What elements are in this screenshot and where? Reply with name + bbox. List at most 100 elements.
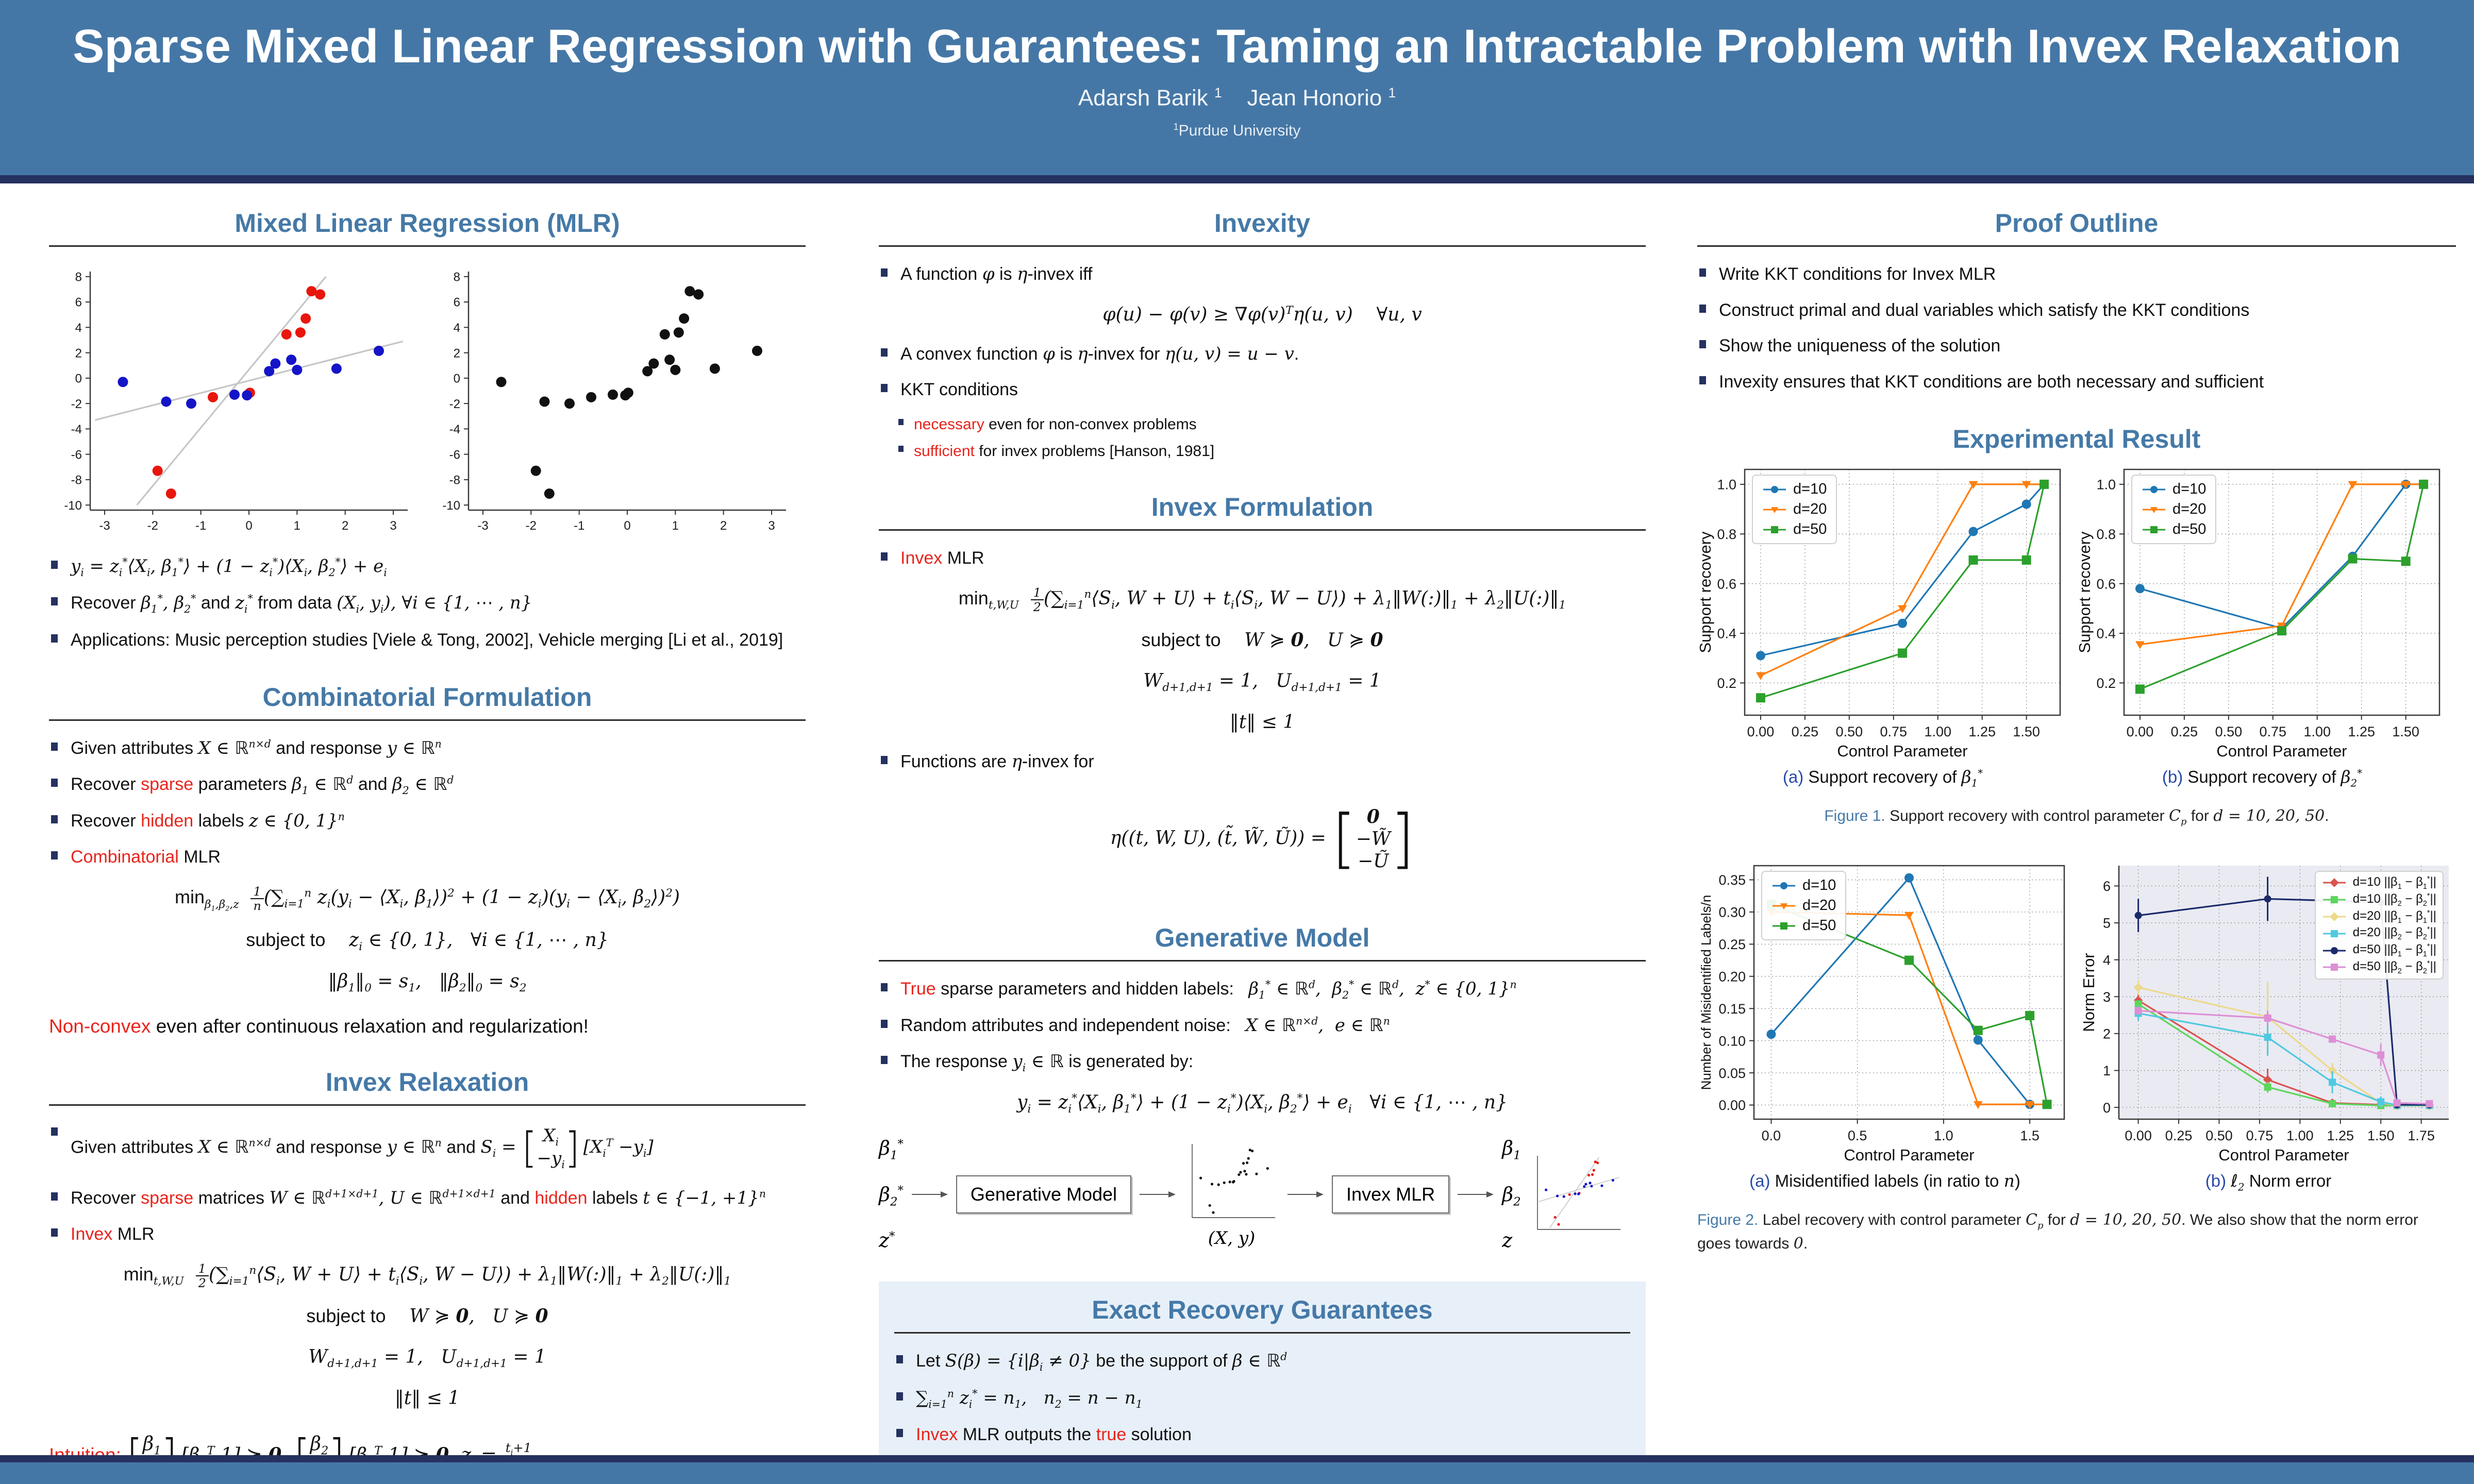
legend-label: d=50 ||β2 − β2*|| [2352, 959, 2436, 975]
bullet: Recover sparse matrices W ∈ ℝd+1×d+1, U … [49, 1186, 806, 1211]
diagram-input-label: β1* [879, 1137, 904, 1162]
mini-scatter-unlabeled-canvas [1192, 1144, 1276, 1218]
generative-model-bullet-list: True sparse parameters and hidden labels… [879, 977, 1646, 1075]
combinatorial-constraint-1: subject to zi ∈ {0, 1}, ∀i ∈ {1, ⋯ , n} [246, 929, 609, 953]
legend-label: d=20 [2172, 501, 2206, 518]
svg-text:4: 4 [454, 321, 460, 335]
figure1b-canvas: 0.00 0.25 0.50 0.75 1.00 1.25 1.50 0.2 0.4 0.6 0.8… [2077, 469, 2440, 760]
section-exact-recovery: Exact Recovery Guarantees Let S(β) = {i|… [879, 1281, 1646, 1484]
chart-legend: d=10 d=20 d=50 [2131, 475, 2217, 545]
figure1a-chart: 0.00 0.25 0.50 0.75 1.00 1.25 1.50 0.2 0.4 0.6 0.8… [1697, 461, 2068, 763]
poster-header: Sparse Mixed Linear Regression with Guar… [0, 0, 2474, 175]
legend-label: d=20 [1793, 501, 1827, 518]
figure1a-caption: (a) Support recovery of β1* [1782, 767, 1983, 789]
figure2b-chart: 0.00 0.25 0.50 0.75 1.00 1.25 1.50 1.75 0 1 2 3 4 5 6 C… [2081, 857, 2456, 1167]
section-title-generative-model: Generative Model [1155, 923, 1370, 952]
legend-swatch-icon [1763, 526, 1786, 533]
svg-text:4: 4 [2103, 952, 2111, 968]
section-generative-model: Generative Model True sparse parameters … [879, 923, 1646, 1252]
svg-text:1.5: 1.5 [2020, 1128, 2040, 1143]
svg-text:5: 5 [2103, 916, 2111, 931]
svg-text:3: 3 [2103, 989, 2111, 1005]
figure1-caption: Figure 1. Support recovery with control … [1824, 806, 2329, 827]
svg-text:0.6: 0.6 [2096, 577, 2116, 592]
figure2b-caption: (b) ℓ2 Norm error [2205, 1171, 2332, 1193]
legend-swatch-icon [2322, 878, 2346, 888]
section-rule [49, 245, 806, 247]
svg-text:0.8: 0.8 [1717, 527, 1736, 542]
mlr-scatter-labeled: -3 -2 -1 0 1 2 3 -10 -8 -6 -4 -2 0 2 4 6 8 [49, 262, 419, 543]
svg-text:1.75: 1.75 [2408, 1128, 2435, 1143]
legend-swatch-icon [2322, 896, 2346, 904]
svg-text:0.25: 0.25 [2165, 1128, 2193, 1143]
bullet: Recover hidden labels z ∈ {0, 1}n [49, 809, 806, 834]
bullet: A function φ is η-invex iff [879, 262, 1646, 287]
legend-label: d=50 [1802, 917, 1836, 934]
legend-label: d=20 ||β1 − β1*|| [2352, 908, 2436, 925]
legend-label: d=10 [2172, 481, 2206, 498]
figure2b-wrap: 0.00 0.25 0.50 0.75 1.00 1.25 1.50 1.75 0 1 2 3 4 5 6 C… [2081, 857, 2456, 1193]
poster-affiliation: 1Purdue University [1173, 121, 1301, 139]
svg-text:Control Parameter: Control Parameter [1837, 742, 1967, 760]
header-divider [0, 175, 2474, 183]
bullet: Write KKT conditions for Invex MLR [1697, 262, 2456, 287]
invex-formulation-constraint-2: Wd+1,d+1 = 1, Ud+1,d+1 = 1 [1143, 670, 1381, 695]
figure2-row: 0.0 0.5 1.0 1.5 0.00 0.05 0.10 0.15 0.20 0.25 0.30… [1697, 857, 2456, 1193]
invex-formulation-objective: mint,W,U 1 2 (∑i=1n⟨Si, W + U⟩ + ti⟨Si, W … [958, 585, 1566, 615]
mlr-bullet-list: yi = zi*⟨Xi, β1*⟩ + (1 − zi*)⟨Xi, β2*⟩ +… [49, 554, 806, 652]
sub-bullet: necessary even for non-convex problems [896, 414, 1646, 435]
section-rule [879, 245, 1646, 247]
bullet: Show the uniqueness of the solution [1697, 334, 2456, 359]
section-proof-outline: Proof Outline Write KKT conditions for I… [1697, 208, 2456, 394]
invex-formulation-bullet-list-1: Invex MLR [879, 546, 1646, 571]
legend-item: d=20 [1762, 501, 1827, 518]
svg-text:1.25: 1.25 [2327, 1128, 2354, 1143]
svg-text:3: 3 [390, 519, 396, 533]
kkt-sub-bullet-list: necessary even for non-convex problems su… [879, 414, 1646, 462]
response-generation-eq: yi = zi*⟨Xi, β1*⟩ + (1 − zi*)⟨Xi, β2*⟩ +… [1016, 1092, 1508, 1116]
observed-data-caption: (X, y) [1208, 1228, 1256, 1249]
section-mlr: Mixed Linear Regression (MLR) -3 -2 -1 0 1 2 3… [49, 208, 806, 652]
svg-text:0.00: 0.00 [2125, 1128, 2152, 1143]
invex-constraint-1: subject to W ≽ 0, U ≽ 0 [306, 1305, 548, 1327]
legend-item: d=50 [1771, 917, 1836, 934]
legend-swatch-icon [2322, 947, 2346, 954]
svg-text:Support recovery: Support recovery [1697, 531, 1714, 653]
svg-text:0.25: 0.25 [2171, 724, 2198, 739]
eta-vector-eq: η((t, W, U), (t̃, W̃, Ũ)) = [0 −W̃ −Ũ] [1110, 801, 1415, 876]
diagram-input-stack: β1* β2* z* [879, 1137, 904, 1252]
section-rule [49, 1104, 806, 1106]
svg-text:-3: -3 [99, 519, 110, 533]
svg-text:-4: -4 [71, 423, 82, 436]
legend-swatch-icon [2322, 964, 2346, 971]
figure2-caption: Figure 2. Label recovery with control pa… [1697, 1210, 2418, 1253]
section-experimental-result: Experimental Result 0.00 0.25 0.50 0.75 1.00… [1697, 424, 2456, 1255]
legend-item: d=20 ||β1 − β1*|| [2322, 908, 2436, 925]
bullet: Invexity ensures that KKT conditions are… [1697, 370, 2456, 395]
svg-text:-3: -3 [477, 519, 488, 533]
svg-text:Control Parameter: Control Parameter [1844, 1146, 1974, 1164]
poster-authors: Adarsh Barik 1 Jean Honorio 1 [1078, 85, 1396, 111]
section-title-exact-recovery: Exact Recovery Guarantees [1092, 1295, 1433, 1325]
bullet: yi = zi*⟨Xi, β1*⟩ + (1 − zi*)⟨Xi, β2*⟩ +… [49, 554, 806, 580]
svg-text:1.50: 1.50 [2013, 724, 2040, 739]
svg-text:Norm Error: Norm Error [2081, 953, 2098, 1032]
svg-text:0.00: 0.00 [2127, 724, 2154, 739]
invex-mlr-box: Invex MLR [1332, 1175, 1450, 1213]
legend-swatch-icon [1773, 903, 1795, 909]
combinatorial-bullet-list: Given attributes X ∈ ℝn×d and response y… [49, 736, 806, 869]
invexity-definition-eq: φ(u) − φ(v) ≥ ∇φ(v)Tη(u, v) ∀u, v [1102, 303, 1422, 325]
svg-text:-2: -2 [71, 397, 82, 411]
svg-text:0.50: 0.50 [2215, 724, 2243, 739]
diagram-output-label: z [1502, 1229, 1513, 1252]
invex-formulation-bullet-list-2: Functions are η-invex for [879, 750, 1646, 774]
svg-text:-8: -8 [71, 474, 82, 487]
svg-text:0.8: 0.8 [2096, 527, 2116, 542]
figure1-row: 0.00 0.25 0.50 0.75 1.00 1.25 1.50 0.2 0.4 0.6 0.8… [1697, 461, 2456, 789]
svg-text:8: 8 [75, 270, 82, 284]
legend-swatch-icon [1763, 485, 1786, 493]
legend-swatch-icon [1773, 882, 1795, 889]
exact-recovery-bullet-list-1: Let S(β) = {i|βi ≠ 0} be the support of … [894, 1349, 1630, 1447]
